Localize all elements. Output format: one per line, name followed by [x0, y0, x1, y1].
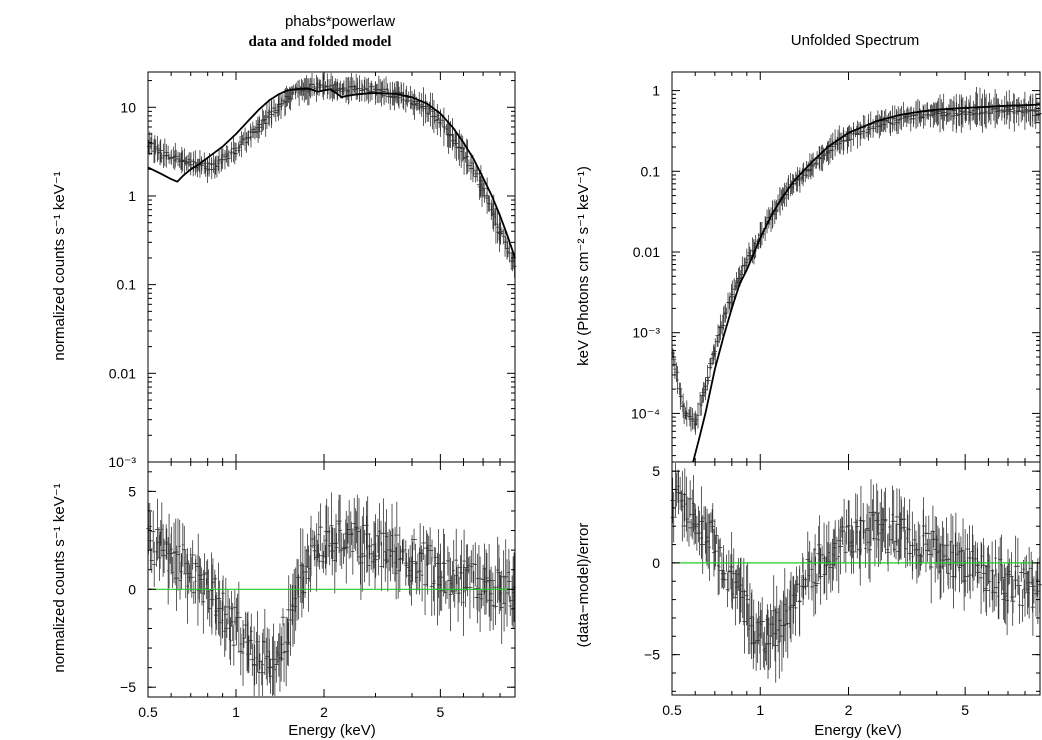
left-bottom-panel: 0.5 1 2 5 −5 0 5 [120, 461, 516, 720]
y-tick-label: 1 [128, 188, 136, 204]
x-tick-label: 2 [320, 704, 328, 720]
plot-frame [147, 461, 516, 698]
y-tick-label: 1 [652, 83, 660, 99]
y-tick-label: 10⁻³ [632, 325, 660, 341]
x-tick-label: 0.5 [138, 704, 158, 720]
y-ticks [672, 470, 1040, 692]
y-ticks [148, 80, 515, 463]
y-tick-label: 0.01 [109, 365, 136, 381]
x-tick-label: 5 [961, 702, 969, 718]
y-ticks [672, 90, 1040, 457]
x-ticks [147, 462, 516, 697]
y-tick-label: −5 [120, 679, 136, 695]
left-title: phabs*powerlaw [285, 13, 395, 30]
x-tick-label: 0.5 [662, 702, 682, 718]
model-line [147, 87, 516, 259]
x-ticks [671, 72, 1041, 462]
right-xlabel: Energy (keV) [814, 722, 902, 739]
right-top-ylabel: keV (Photons cm⁻² s⁻¹ keV⁻¹) [575, 166, 592, 366]
y-tick-label: 0.1 [117, 277, 137, 293]
y-tick-label: 0 [652, 555, 660, 571]
x-ticks [671, 462, 1041, 695]
y-ticks [148, 471, 515, 688]
y-tick-label: 0.01 [633, 244, 660, 260]
x-tick-label: 1 [756, 702, 764, 718]
data-points [146, 492, 516, 696]
y-tick-label: 10⁻⁴ [631, 405, 660, 421]
y-tick-label: 5 [652, 463, 660, 479]
x-tick-label: 2 [845, 702, 853, 718]
x-ticks [147, 72, 516, 462]
x-tick-label: 5 [436, 704, 444, 720]
y-tick-label: 10 [120, 99, 136, 115]
right-bottom-panel: 0.5 1 2 5 −5 0 5 [644, 461, 1042, 718]
plot-frame [671, 461, 1041, 696]
right-title: Unfolded Spectrum [791, 32, 919, 49]
x-tick-label: 1 [232, 704, 240, 720]
y-tick-label: 0.1 [641, 163, 661, 179]
data-points [146, 73, 517, 279]
left-top-ylabel: normalized counts s⁻¹ keV⁻¹ [51, 171, 68, 360]
right-top-panel: 10⁻⁴ 10⁻³ 0.01 0.1 1 [631, 71, 1042, 463]
y-tick-label: 0 [128, 581, 136, 597]
y-tick-label: 5 [128, 483, 136, 499]
data-points [671, 86, 1042, 435]
left-top-panel: 10⁻³ 0.01 0.1 1 10 [108, 71, 517, 470]
data-points [670, 463, 1042, 683]
plot-frame [147, 71, 516, 463]
model-line [692, 103, 1041, 463]
left-subtitle: data and folded model [249, 34, 392, 50]
y-tick-label: 10⁻³ [108, 454, 136, 470]
left-xlabel: Energy (keV) [288, 722, 376, 739]
right-bottom-ylabel: (data−model)/error [575, 523, 592, 648]
left-bottom-ylabel: normalized counts s⁻¹ keV⁻¹ [51, 483, 68, 672]
y-tick-label: −5 [644, 647, 660, 663]
